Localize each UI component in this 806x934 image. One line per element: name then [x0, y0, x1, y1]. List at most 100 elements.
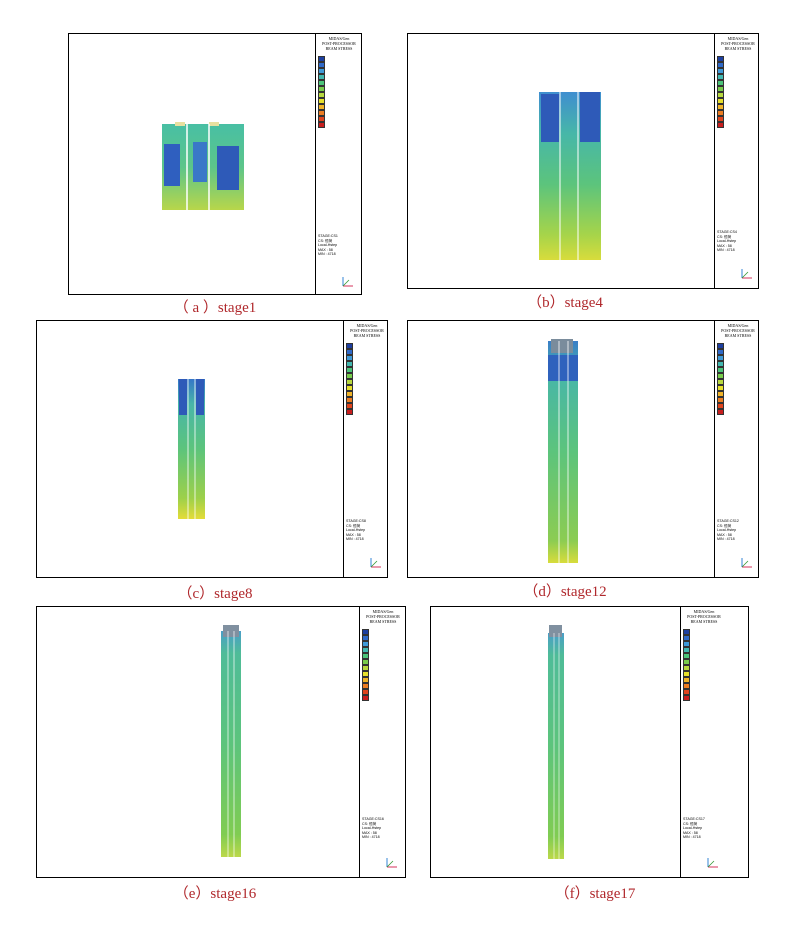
caption-stage8: （c）stage8: [177, 586, 253, 602]
legend-color-swatch: [346, 391, 353, 397]
legend-header: MIDAS/Gen POST-PROCESSOR BEAM STRESS: [687, 609, 721, 624]
legend-info: STAGE:CS1 CS: 恒荷 Local-Hstep MAX : 58 MIN : …: [318, 234, 338, 257]
panel-stage17: MIDAS/Gen POST-PROCESSOR BEAM STRESS STAGE…: [430, 606, 749, 878]
legend-header: MIDAS/Gen POST-PROCESSOR BEAM STRESS: [721, 323, 755, 338]
legend-swatch: [717, 349, 755, 355]
legend-swatch: [717, 361, 755, 367]
legend-colorbar: [717, 343, 755, 415]
legend-swatch: [717, 403, 755, 409]
legend-colorbar: [683, 629, 721, 701]
legend-swatch: [346, 391, 384, 397]
legend-color-swatch: [346, 373, 353, 379]
legend-color-swatch: [362, 647, 369, 653]
legend-swatch: [318, 56, 356, 62]
legend-color-swatch: [318, 116, 325, 122]
legend-color-swatch: [717, 367, 724, 373]
legend-color-swatch: [683, 683, 690, 689]
legend-color-swatch: [717, 397, 724, 403]
legend-swatch: [683, 653, 721, 659]
legend-color-swatch: [346, 397, 353, 403]
legend-color-swatch: [346, 367, 353, 373]
legend-color-swatch: [318, 80, 325, 86]
legend-info: STAGE:CS12 CS: 恒荷 Local-Hstep MAX : 58 MIN :…: [717, 519, 739, 542]
legend-swatch: [346, 349, 384, 355]
legend-color-swatch: [318, 62, 325, 68]
legend-color-swatch: [318, 74, 325, 80]
legend-color-swatch: [362, 641, 369, 647]
legend-swatch: [683, 629, 721, 635]
legend-color-swatch: [717, 355, 724, 361]
caption-stage16: （e）stage16: [173, 886, 257, 902]
legend-swatch: [346, 361, 384, 367]
legend-swatch: [683, 641, 721, 647]
legend-swatch: [318, 80, 356, 86]
legend-info: STAGE:CS16 CS: 恒荷 Local-Hstep MAX : 58 MIN :…: [362, 817, 384, 840]
building-render-stage1: [162, 122, 244, 210]
building-render-stage17: [548, 625, 564, 859]
panel-stage1: MIDAS/Gen POST-PROCESSOR BEAM STRESS STAGE…: [68, 33, 362, 295]
legend-color-swatch: [683, 677, 690, 683]
legend-swatch: [717, 397, 755, 403]
legend-colorbar: [318, 56, 356, 128]
legend-color-swatch: [318, 122, 325, 128]
legend-color-swatch: [717, 110, 724, 116]
legend-swatch: [362, 647, 400, 653]
legend-swatch: [717, 104, 755, 110]
legend-color-swatch: [318, 56, 325, 62]
legend-swatch: [346, 397, 384, 403]
building-render-stage4: [539, 92, 601, 260]
legend-colorbar: [362, 629, 400, 701]
legend-swatch: [362, 635, 400, 641]
legend-swatch: [318, 122, 356, 128]
legend-color-swatch: [362, 635, 369, 641]
legend-swatch: [717, 391, 755, 397]
legend-color-swatch: [717, 349, 724, 355]
legend-color-swatch: [683, 671, 690, 677]
legend-swatch: [346, 385, 384, 391]
caption-stage17: （f）stage17: [554, 886, 636, 902]
legend-color-swatch: [346, 361, 353, 367]
legend-swatch: [683, 671, 721, 677]
building-render-stage16: [221, 625, 241, 857]
legend-color-swatch: [683, 695, 690, 701]
legend-color-swatch: [683, 653, 690, 659]
legend-color-swatch: [717, 391, 724, 397]
legend-swatch: [717, 110, 755, 116]
legend-swatch: [683, 695, 721, 701]
legend-swatch: [362, 659, 400, 665]
legend-color-swatch: [362, 665, 369, 671]
legend-color-swatch: [346, 403, 353, 409]
legend-color-swatch: [318, 110, 325, 116]
legend-swatch: [362, 677, 400, 683]
legend-stage4: MIDAS/Gen POST-PROCESSOR BEAM STRESS STAGE…: [714, 34, 758, 288]
legend-color-swatch: [318, 86, 325, 92]
legend-color-swatch: [717, 56, 724, 62]
legend-color-swatch: [346, 409, 353, 415]
legend-color-swatch: [362, 689, 369, 695]
legend-color-swatch: [683, 659, 690, 665]
legend-color-swatch: [717, 403, 724, 409]
legend-swatch: [362, 689, 400, 695]
legend-swatch: [683, 647, 721, 653]
legend-stage17: MIDAS/Gen POST-PROCESSOR BEAM STRESS STAGE…: [680, 607, 727, 877]
legend-header: MIDAS/Gen POST-PROCESSOR BEAM STRESS: [721, 36, 755, 51]
legend-swatch: [683, 635, 721, 641]
legend-stage8: MIDAS/Gen POST-PROCESSOR BEAM STRESS STAGE…: [343, 321, 387, 577]
legend-swatch: [362, 665, 400, 671]
legend-swatch: [717, 80, 755, 86]
caption-stage12: （d）stage12: [523, 584, 607, 600]
legend-swatch: [346, 343, 384, 349]
legend-color-swatch: [683, 641, 690, 647]
legend-swatch: [717, 122, 755, 128]
legend-colorbar: [346, 343, 384, 415]
legend-swatch: [717, 355, 755, 361]
legend-swatch: [717, 92, 755, 98]
building-render-stage8: [178, 379, 205, 519]
legend-swatch: [362, 653, 400, 659]
legend-swatch: [346, 373, 384, 379]
legend-color-swatch: [318, 92, 325, 98]
legend-color-swatch: [683, 629, 690, 635]
legend-swatch: [717, 343, 755, 349]
legend-stage16: MIDAS/Gen POST-PROCESSOR BEAM STRESS STAGE…: [359, 607, 405, 877]
legend-info: STAGE:CS4 CS: 恒荷 Local-Hstep MAX : 58 MIN : …: [717, 230, 737, 253]
